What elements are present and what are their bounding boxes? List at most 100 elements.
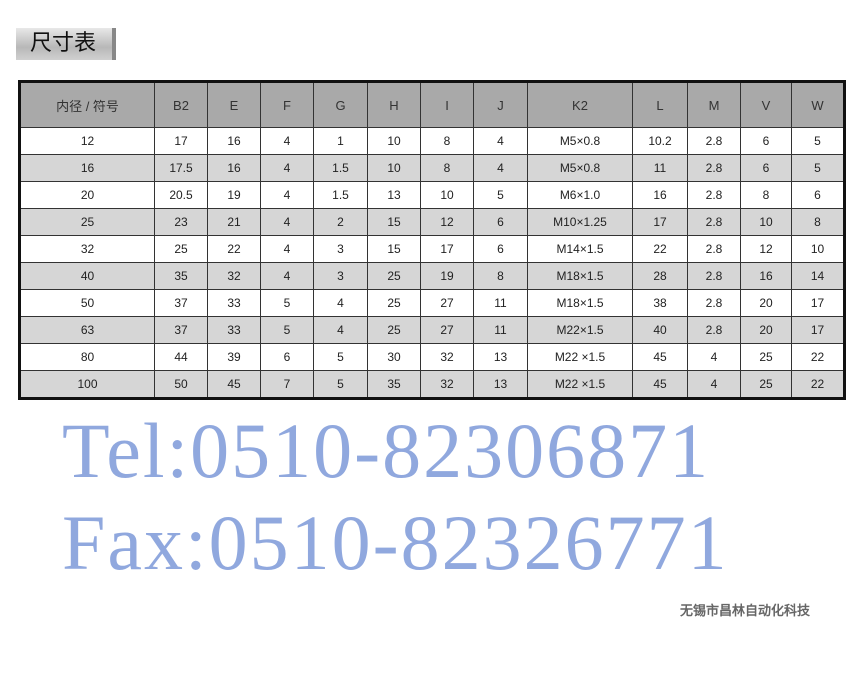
table-cell: 17 [791,289,845,317]
table-cell: 23 [154,208,208,236]
table-cell: 12 [740,235,792,263]
table-cell: 44 [154,343,208,371]
table-cell: 4 [260,127,314,155]
table-cell: 8 [473,262,528,290]
table-cell: 3 [313,262,368,290]
table-cell: 20 [19,181,155,209]
table-cell: 1 [313,127,368,155]
table-cell: 11 [632,154,688,182]
table-cell: 17 [632,208,688,236]
table-cell: 4 [260,181,314,209]
table-cell: 2.8 [687,208,741,236]
table-cell: 4 [687,370,741,399]
table-cell: 20 [740,316,792,344]
column-header: J [473,81,528,128]
table-cell: M22×1.5 [527,316,633,344]
table-cell: 14 [791,262,845,290]
table-cell: 5 [791,154,845,182]
table-cell: 25 [154,235,208,263]
column-header: L [632,81,688,128]
table-cell: 10 [367,154,421,182]
table-row: 32 25 22 4 3 15 17 6 M14×1.5 22 2.8 12 10 [19,235,845,263]
table-cell: 32 [420,370,474,399]
table-cell: 100 [19,370,155,399]
table-cell: 20 [740,289,792,317]
table-cell: 13 [367,181,421,209]
table-cell: 35 [367,370,421,399]
column-header: H [367,81,421,128]
table-cell: 28 [632,262,688,290]
table-cell: M5×0.8 [527,154,633,182]
column-header: V [740,81,792,128]
table-cell: 25 [367,316,421,344]
column-header: W [791,81,845,128]
table-cell: 4 [260,154,314,182]
table-cell: 10.2 [632,127,688,155]
column-header: 内径 / 符号 [19,81,155,128]
table-cell: 16 [632,181,688,209]
watermark-company: 无锡市昌林自动化科技 [680,604,811,619]
table-cell: 32 [207,262,261,290]
table-cell: 22 [207,235,261,263]
table-cell: 4 [260,262,314,290]
table-cell: 11 [473,316,528,344]
table-cell: 4 [313,316,368,344]
table-cell: 3 [313,235,368,263]
table-cell: 8 [420,154,474,182]
table-cell: 35 [154,262,208,290]
table-cell: 22 [632,235,688,263]
table-cell: M10×1.25 [527,208,633,236]
table-row: 16 17.5 16 4 1.5 10 8 4 M5×0.8 11 2.8 6 5 [19,154,845,182]
table-row: 20 20.5 19 4 1.5 13 10 5 M6×1.0 16 2.8 8 6 [19,181,845,209]
table-row: 25 23 21 4 2 15 12 6 M10×1.25 17 2.8 10 8 [19,208,845,236]
table-cell: 25 [367,262,421,290]
table-cell: 21 [207,208,261,236]
table-cell: 8 [791,208,845,236]
table-cell: 10 [740,208,792,236]
table-cell: 6 [791,181,845,209]
table-cell: 16 [740,262,792,290]
table-cell: 4 [687,343,741,371]
table-cell: M22 ×1.5 [527,370,633,399]
header-row: 内径 / 符号 B2 E F G H I J K2 L M V W [19,81,845,128]
table-cell: 2.8 [687,154,741,182]
table-cell: 5 [260,316,314,344]
table-cell: 2.8 [687,289,741,317]
table-cell: 8 [420,127,474,155]
table-cell: 12 [420,208,474,236]
table-cell: 4 [473,127,528,155]
table-row: 12 17 16 4 1 10 8 4 M5×0.8 10.2 2.8 6 5 [19,127,845,155]
table-cell: 50 [154,370,208,399]
table-cell: 13 [473,343,528,371]
table-cell: M5×0.8 [527,127,633,155]
table-cell: 33 [207,289,261,317]
watermark-fax: Fax:0510-82326771 [62,499,729,586]
table-cell: 20.5 [154,181,208,209]
table-cell: 32 [420,343,474,371]
table-cell: 11 [473,289,528,317]
table-row: 80 44 39 6 5 30 32 13 M22 ×1.5 45 4 25 22 [19,343,845,371]
table-cell: 2.8 [687,235,741,263]
table-cell: 19 [207,181,261,209]
table-cell: 32 [19,235,155,263]
table-cell: 2.8 [687,316,741,344]
table-cell: 2 [313,208,368,236]
table-cell: 15 [367,235,421,263]
table-cell: 37 [154,316,208,344]
table-row: 40 35 32 4 3 25 19 8 M18×1.5 28 2.8 16 14 [19,262,845,290]
table-cell: 25 [367,289,421,317]
column-header: F [260,81,314,128]
table-cell: 40 [632,316,688,344]
table-cell: 27 [420,316,474,344]
table-cell: M6×1.0 [527,181,633,209]
table-cell: 6 [740,154,792,182]
table-row: 50 37 33 5 4 25 27 11 M18×1.5 38 2.8 20 17 [19,289,845,317]
table-cell: 12 [19,127,155,155]
table-cell: 6 [473,208,528,236]
table-cell: 63 [19,316,155,344]
table-cell: M18×1.5 [527,262,633,290]
table-cell: 2.8 [687,127,741,155]
column-header: M [687,81,741,128]
table-row: 100 50 45 7 5 35 32 13 M22 ×1.5 45 4 25 22 [19,370,845,399]
column-header: E [207,81,261,128]
